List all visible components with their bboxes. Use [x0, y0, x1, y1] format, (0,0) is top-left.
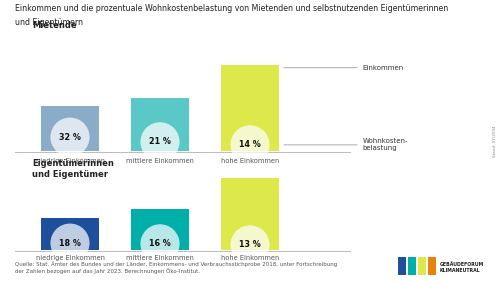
Text: hohe Einkommen: hohe Einkommen — [221, 255, 279, 261]
Bar — [131, 98, 189, 151]
Ellipse shape — [230, 225, 270, 265]
Ellipse shape — [140, 224, 179, 263]
Text: Einkommen: Einkommen — [362, 65, 404, 71]
Text: und Eigentümern: und Eigentümern — [15, 18, 83, 27]
Text: 13 %: 13 % — [239, 240, 261, 249]
Ellipse shape — [50, 224, 90, 263]
Text: 14 %: 14 % — [239, 140, 261, 149]
Text: Mietende: Mietende — [32, 21, 77, 30]
Ellipse shape — [140, 122, 179, 161]
Text: mittlere Einkommen: mittlere Einkommen — [126, 158, 194, 164]
Bar — [221, 178, 279, 250]
Text: hohe Einkommen: hohe Einkommen — [221, 158, 279, 164]
Bar — [221, 65, 279, 151]
Bar — [428, 257, 436, 275]
Bar — [42, 218, 99, 250]
Text: Einkommen und die prozentuale Wohnkostenbelastung von Mietenden und selbstnutzen: Einkommen und die prozentuale Wohnkosten… — [15, 4, 448, 13]
Bar — [418, 257, 426, 275]
Text: niedrige Einkommen: niedrige Einkommen — [36, 255, 104, 261]
Bar — [42, 106, 99, 151]
Text: mittlere Einkommen: mittlere Einkommen — [126, 255, 194, 261]
Text: Wohnkosten-
belastung: Wohnkosten- belastung — [362, 138, 408, 151]
Bar — [408, 257, 416, 275]
Text: Stand: 07/2004: Stand: 07/2004 — [494, 125, 498, 157]
Text: Quelle: Stat. Ämter des Bundes und der Länder, Einkommens- und Verbrauchsstichpr: Quelle: Stat. Ämter des Bundes und der L… — [15, 261, 337, 274]
Text: KLIMANEUTRAL: KLIMANEUTRAL — [440, 268, 481, 274]
Text: niedrige Einkommen: niedrige Einkommen — [36, 158, 104, 164]
Text: 18 %: 18 % — [59, 239, 81, 248]
Bar — [398, 257, 406, 275]
Text: GEBÄUDEFORUM: GEBÄUDEFORUM — [440, 262, 484, 267]
Text: 21 %: 21 % — [149, 137, 171, 146]
Text: 16 %: 16 % — [149, 239, 171, 248]
Ellipse shape — [230, 125, 270, 164]
Text: Eigentümerinnen
und Eigentümer: Eigentümerinnen und Eigentümer — [32, 159, 114, 179]
Text: 32 %: 32 % — [59, 133, 81, 142]
Ellipse shape — [50, 118, 90, 157]
Bar — [131, 209, 189, 250]
